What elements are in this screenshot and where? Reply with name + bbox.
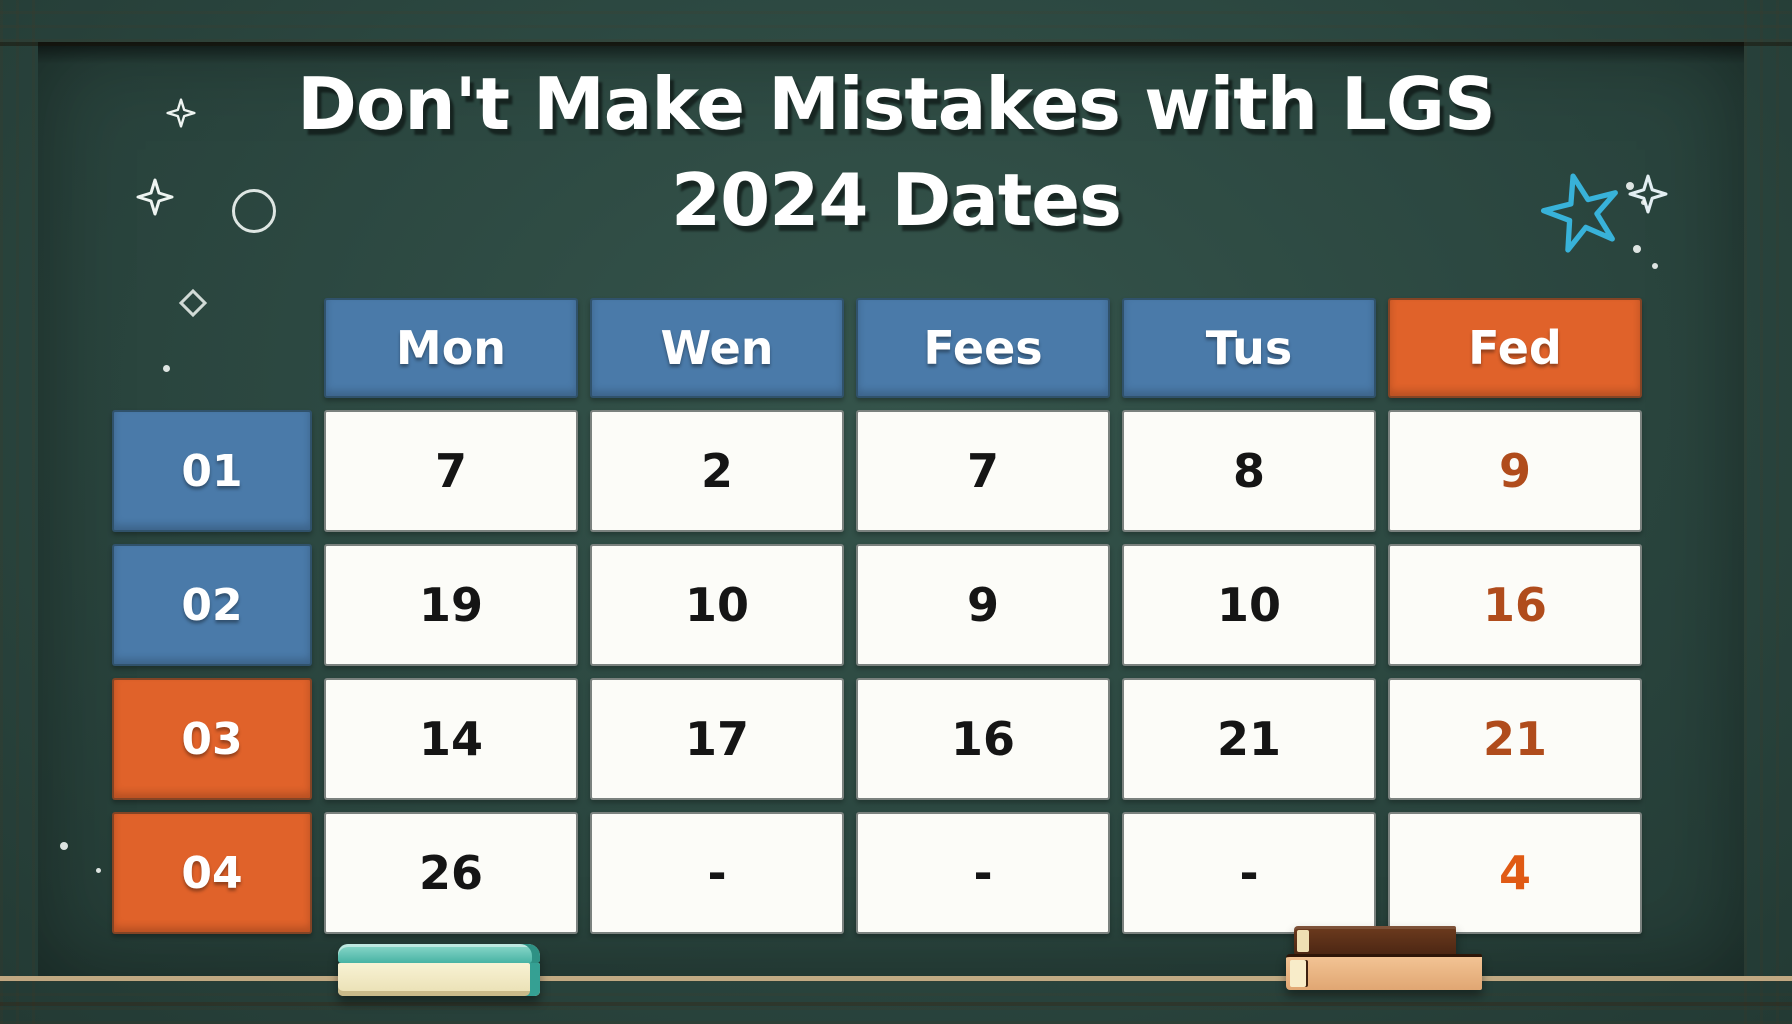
table-cell-r2-wen: 10 [590,544,844,666]
table-cell-r2-fed: 16 [1388,544,1642,666]
table-cell-r2-tus: 10 [1122,544,1376,666]
table-cell-r2-fees: 9 [856,544,1110,666]
page-title: Don't Make Mistakes with LGS 2024 Dates [0,56,1792,248]
table-cell-r4-fed: 4 [1388,812,1642,934]
row-header-01: 01 [112,410,312,532]
table-cell-r2-mon: 19 [324,544,578,666]
table-cell-r4-tus: - [1122,812,1376,934]
table-cell-r3-fees: 16 [856,678,1110,800]
table-cell-r4-wen: - [590,812,844,934]
column-header-wen: Wen [590,298,844,398]
chalk-dot [96,868,101,873]
frame-inner-shadow [38,42,1744,64]
column-header-mon: Mon [324,298,578,398]
chalk-dot [1626,182,1634,190]
table-cell-r4-fees: - [856,812,1110,934]
table-cell-r1-fees: 7 [856,410,1110,532]
table-corner-spacer [112,298,312,398]
table-cell-r3-mon: 14 [324,678,578,800]
frame-left [0,0,38,1024]
eraser-top-face [338,944,540,963]
chalk-dot [163,365,170,372]
row-header-04: 04 [112,812,312,934]
frame-tray [0,976,1792,1024]
row-header-02: 02 [112,544,312,666]
circle-icon [232,189,276,233]
table-cell-r3-tus: 21 [1122,678,1376,800]
title-line-1: Don't Make Mistakes with LGS [297,62,1496,146]
four-point-star-icon [136,178,174,216]
book-tan [1286,954,1482,990]
table-cell-r1-wen: 2 [590,410,844,532]
table-cell-r1-fed: 9 [1388,410,1642,532]
table-cell-r3-fed: 21 [1388,678,1642,800]
column-header-fees: Fees [856,298,1110,398]
column-header-fed: Fed [1388,298,1642,398]
star-doodle-icon [1540,173,1618,253]
frame-right [1744,0,1792,1024]
dates-table: Mon Wen Fees Tus Fed 01 7 2 7 8 9 02 19 … [112,298,1642,934]
frame-top [0,0,1792,42]
table-cell-r1-tus: 8 [1122,410,1376,532]
book-stack [1286,926,1482,990]
chalkboard-eraser [338,944,540,996]
eraser-felt [338,963,540,996]
sparkle-icon [166,98,196,128]
row-header-03: 03 [112,678,312,800]
table-cell-r3-wen: 17 [590,678,844,800]
four-point-star-icon [1628,174,1668,214]
chalk-dot [60,842,68,850]
book-brown [1294,926,1456,956]
table-cell-r1-mon: 7 [324,410,578,532]
chalk-dot [1641,200,1646,205]
chalk-dot [1633,245,1641,253]
title-line-2: 2024 Dates [671,158,1122,242]
table-cell-r4-mon: 26 [324,812,578,934]
chalk-dot [1652,263,1658,269]
column-header-tus: Tus [1122,298,1376,398]
